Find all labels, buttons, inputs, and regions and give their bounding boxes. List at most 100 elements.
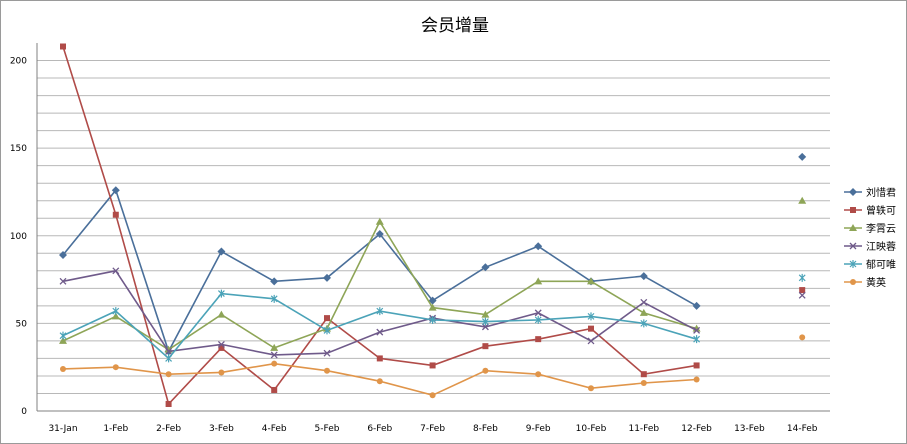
data-point <box>798 273 806 282</box>
data-point <box>798 291 806 299</box>
legend-label: 郁可唯 <box>866 258 896 271</box>
data-point <box>165 347 173 355</box>
x-axis-ticks: 31-Jan 1-Feb 2-Feb 3-Feb 4-Feb 5-Feb 6-Feb 7-Fe… <box>48 424 817 434</box>
data-point <box>535 336 542 343</box>
legend-marker <box>849 242 857 250</box>
data-point <box>376 355 383 362</box>
data-point <box>640 319 648 328</box>
data-point <box>270 277 279 286</box>
data-point <box>481 317 489 326</box>
data-point <box>324 367 330 374</box>
x-tick-label: 10-Feb <box>576 424 607 434</box>
legend-label: 曾轶可 <box>866 204 896 217</box>
data-point <box>534 309 542 317</box>
data-point <box>218 344 225 351</box>
data-point <box>639 272 648 281</box>
y-tick-label: 0 <box>21 407 27 417</box>
data-point <box>60 365 66 372</box>
x-tick-label: 4-Feb <box>262 424 287 434</box>
data-point <box>59 336 67 344</box>
data-point <box>111 312 120 320</box>
data-point <box>271 386 278 393</box>
x-tick-label: 5-Feb <box>315 424 340 434</box>
data-point <box>112 364 119 371</box>
data-point <box>112 267 120 275</box>
data-point <box>323 326 331 335</box>
x-tick-label: 1-Feb <box>103 424 128 434</box>
legend-marker <box>849 260 857 268</box>
data-point <box>640 298 648 306</box>
series-5 <box>59 273 806 363</box>
series-2 <box>60 44 805 407</box>
data-point <box>534 277 543 285</box>
legend-item: 曾轶可 <box>844 204 896 217</box>
data-point <box>59 331 67 340</box>
y-axis-ticks: 0 50 100 150 200 <box>10 57 27 417</box>
legend-marker <box>850 279 856 285</box>
x-tick-label: 2-Feb <box>156 424 181 434</box>
data-point <box>270 343 279 351</box>
data-point <box>60 43 66 50</box>
data-point <box>534 242 543 251</box>
legend-marker <box>850 207 856 213</box>
data-point <box>798 152 807 161</box>
data-point <box>588 385 594 392</box>
data-point <box>376 328 384 336</box>
data-point <box>218 369 225 376</box>
data-point <box>481 310 490 318</box>
y-tick-label: 200 <box>10 57 27 67</box>
legend-item: 黄英 <box>844 276 886 289</box>
data-point <box>270 294 278 303</box>
series-layer <box>59 44 807 407</box>
legend-item: 郁可唯 <box>844 258 896 271</box>
data-point <box>481 263 490 272</box>
data-point <box>692 301 701 310</box>
y-tick-label: 100 <box>10 232 27 242</box>
data-point <box>588 325 594 332</box>
legend-item: 江映蓉 <box>844 240 896 253</box>
data-point <box>323 349 331 357</box>
data-point <box>376 378 383 385</box>
x-tick-label: 12-Feb <box>681 424 712 434</box>
data-point <box>217 310 226 318</box>
data-point <box>693 326 701 334</box>
legend-item: 刘惜君 <box>844 186 896 199</box>
data-point <box>429 362 436 369</box>
data-point <box>482 367 489 374</box>
data-point <box>693 362 700 369</box>
x-tick-label: 14-Feb <box>787 424 818 434</box>
data-point <box>799 287 806 294</box>
legend-item: 李霄云 <box>844 222 896 235</box>
data-point <box>324 315 330 322</box>
chart-title: 会员增量 <box>421 16 489 36</box>
legend-label: 李霄云 <box>866 222 896 235</box>
legend-label: 江映蓉 <box>866 240 896 253</box>
data-point <box>535 371 542 378</box>
data-point <box>693 376 700 383</box>
x-tick-label: 7-Feb <box>420 424 445 434</box>
x-tick-label: 6-Feb <box>367 424 392 434</box>
x-tick-label: 13-Feb <box>734 424 765 434</box>
data-point <box>375 230 384 239</box>
data-point <box>111 186 120 195</box>
x-tick-label: 3-Feb <box>209 424 234 434</box>
data-point <box>798 196 807 204</box>
x-tick-label: 8-Feb <box>473 424 498 434</box>
data-point <box>271 360 278 367</box>
data-point <box>270 351 278 359</box>
data-point <box>59 277 67 285</box>
legend-label: 黄英 <box>866 276 886 289</box>
data-point <box>587 277 595 285</box>
legend-marker <box>849 188 857 196</box>
data-point <box>59 251 67 260</box>
y-tick-label: 150 <box>10 144 27 154</box>
data-point <box>587 337 595 345</box>
data-point <box>640 379 647 386</box>
data-point <box>482 343 489 350</box>
data-point <box>217 247 226 256</box>
data-point <box>217 340 225 348</box>
series-6 <box>60 334 805 398</box>
